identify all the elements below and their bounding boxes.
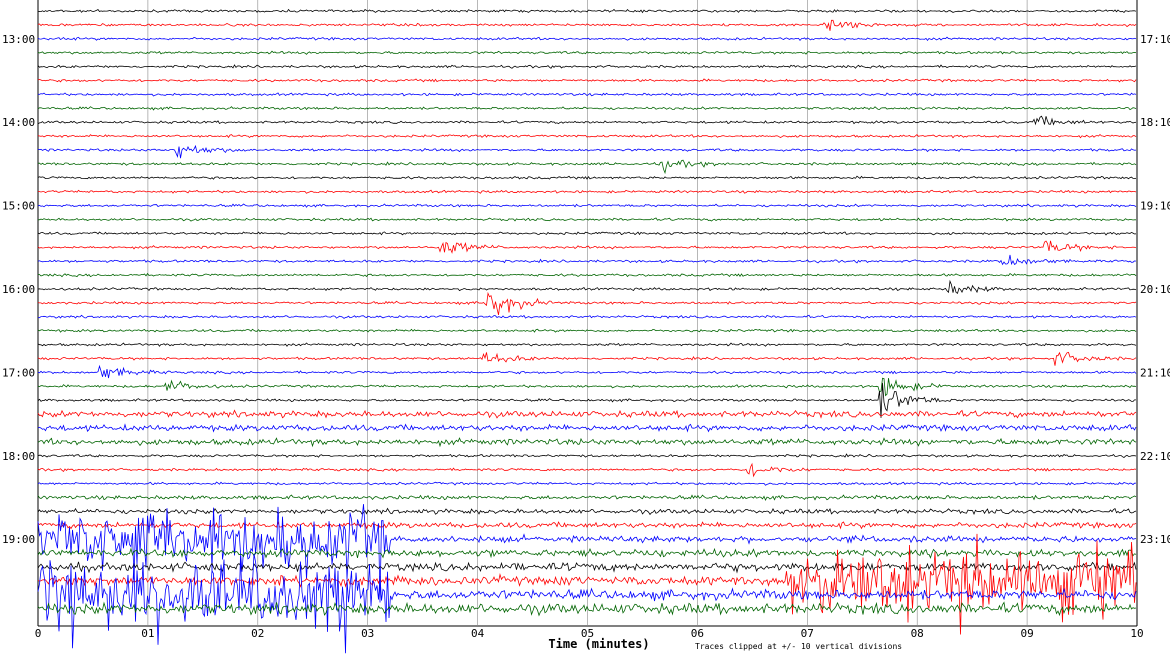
x-tick-label: 10	[1130, 627, 1143, 640]
seismogram-trace	[37, 189, 1137, 194]
grid-layer	[37, 0, 1138, 627]
seismogram-trace	[37, 507, 1137, 516]
x-tick-label: 03	[361, 627, 374, 640]
right-time-label: 18:10	[1140, 116, 1170, 129]
seismogram-trace	[37, 19, 1137, 31]
label-layer: 0 01 02 03 04 05 06 07 08 09 10 13:00 17:10 14:00 18:1…	[2, 33, 1170, 640]
seismogram-trace	[37, 8, 1137, 14]
trace-layer	[37, 8, 1137, 654]
seismogram-trace	[37, 279, 1137, 295]
seismogram-trace	[37, 203, 1137, 208]
seismogram-trace	[37, 342, 1137, 347]
seismogram-trace	[37, 453, 1137, 458]
seismogram-trace	[37, 437, 1137, 448]
seismogram-trace	[37, 144, 1137, 159]
x-tick-label: 01	[141, 627, 154, 640]
right-time-label: 19:10	[1140, 200, 1170, 213]
seismogram-trace	[37, 240, 1137, 254]
left-time-label: 19:00	[2, 533, 35, 546]
right-time-label: 21:10	[1140, 366, 1170, 379]
left-time-label: 17:00	[2, 366, 35, 379]
left-time-label: 18:00	[2, 450, 35, 463]
seismogram-trace	[37, 364, 1137, 379]
right-time-label: 17:10	[1140, 33, 1170, 46]
seismogram-trace	[37, 272, 1137, 278]
left-time-label: 13:00	[2, 33, 35, 46]
seismogram-trace	[37, 231, 1137, 236]
seismogram-trace	[37, 64, 1137, 69]
seismogram-trace	[37, 547, 1137, 559]
seismogram-trace	[37, 254, 1137, 266]
x-tick-label: 02	[251, 627, 264, 640]
seismogram-trace	[37, 133, 1137, 139]
seismogram-trace	[37, 78, 1137, 83]
seismogram-trace	[37, 504, 1137, 603]
x-tick-label: 04	[471, 627, 485, 640]
seismogram-trace	[37, 601, 1137, 617]
seismogram-trace	[37, 351, 1137, 366]
seismogram-trace	[37, 92, 1137, 97]
seismogram-trace	[37, 553, 1137, 654]
seismogram-trace	[37, 494, 1137, 501]
left-time-label: 14:00	[2, 116, 35, 129]
seismogram-trace	[37, 377, 1137, 397]
right-time-label: 23:10	[1140, 533, 1170, 546]
seismogram-trace	[37, 314, 1137, 319]
seismogram-trace	[37, 175, 1137, 180]
seismogram-trace	[37, 561, 1137, 574]
seismogram-trace	[37, 481, 1137, 486]
x-tick-label: 08	[911, 627, 924, 640]
x-tick-label: 06	[691, 627, 704, 640]
seismogram-trace	[38, 159, 1137, 175]
x-tick-label: 0	[35, 627, 42, 640]
right-time-label: 22:10	[1140, 450, 1170, 463]
right-time-label: 20:10	[1140, 283, 1170, 296]
x-tick-label: 09	[1020, 627, 1033, 640]
seismogram-trace	[37, 36, 1137, 42]
seismogram-trace	[37, 328, 1137, 333]
seismogram-trace	[37, 217, 1136, 222]
seismogram-trace	[37, 50, 1137, 55]
seismogram-trace	[37, 520, 1137, 530]
x-axis-title: Time (minutes)	[548, 637, 649, 651]
seismogram-trace	[37, 462, 1137, 478]
x-tick-label: 07	[801, 627, 814, 640]
seismogram-trace	[37, 382, 1136, 418]
left-time-label: 15:00	[2, 200, 35, 213]
x-tick-label: 05	[581, 627, 594, 640]
seismogram-trace	[37, 115, 1137, 126]
left-time-label: 16:00	[2, 283, 35, 296]
seismogram-trace	[37, 423, 1137, 433]
seismogram-trace	[37, 533, 1137, 635]
seismogram-trace	[37, 291, 1137, 315]
clip-note: Traces clipped at +/- 10 vertical divisi…	[695, 642, 902, 651]
seismogram-trace	[37, 409, 1137, 419]
seismogram-trace	[37, 106, 1137, 111]
